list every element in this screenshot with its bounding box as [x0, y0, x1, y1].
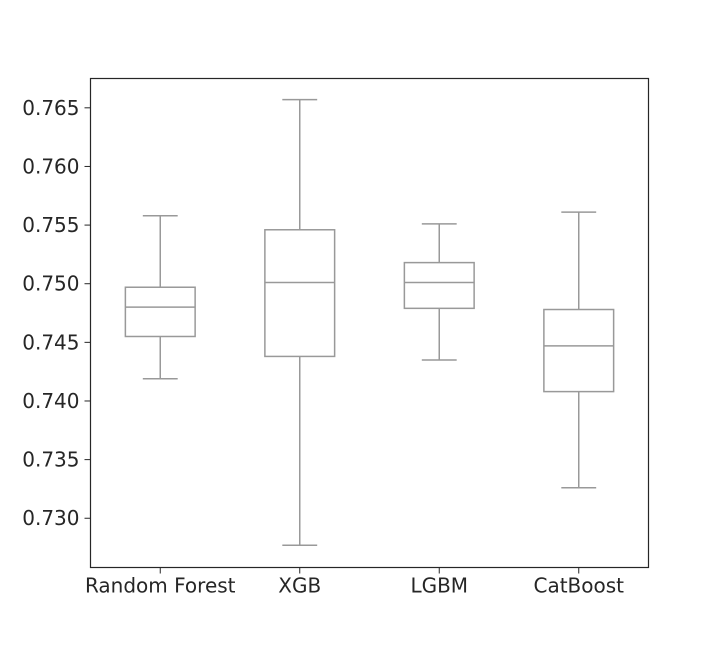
- y-tick-label: 0.765: [22, 96, 79, 120]
- x-tick-label: Random Forest: [85, 574, 236, 598]
- iqr-box: [403, 261, 475, 310]
- iqr-box: [124, 286, 196, 338]
- box-lgbm: [403, 223, 475, 361]
- iqr-box: [543, 308, 615, 393]
- y-tick-label: 0.755: [22, 213, 79, 237]
- box-random-forest: [124, 214, 196, 380]
- boxes-layer: [124, 98, 615, 546]
- x-tick-label: CatBoost: [533, 574, 624, 598]
- y-tick-label: 0.760: [22, 154, 79, 178]
- y-tick-label: 0.730: [22, 506, 79, 530]
- iqr-box: [264, 229, 336, 358]
- y-tick-label: 0.750: [22, 272, 79, 296]
- x-axis: Random Forest XGB LGBM CatBoost: [85, 567, 624, 598]
- y-tick-label: 0.740: [22, 389, 79, 413]
- box-catboost: [543, 211, 615, 489]
- y-tick-label: 0.735: [22, 448, 79, 472]
- x-tick-label: LGBM: [410, 574, 468, 598]
- y-axis: 0.730 0.735 0.740 0.745 0.750 0.755 0.760 0.765: [22, 96, 91, 530]
- x-tick-label: XGB: [278, 574, 321, 598]
- y-tick-label: 0.745: [22, 330, 79, 354]
- box-xgb: [264, 98, 336, 546]
- plot-frame: [89, 77, 650, 569]
